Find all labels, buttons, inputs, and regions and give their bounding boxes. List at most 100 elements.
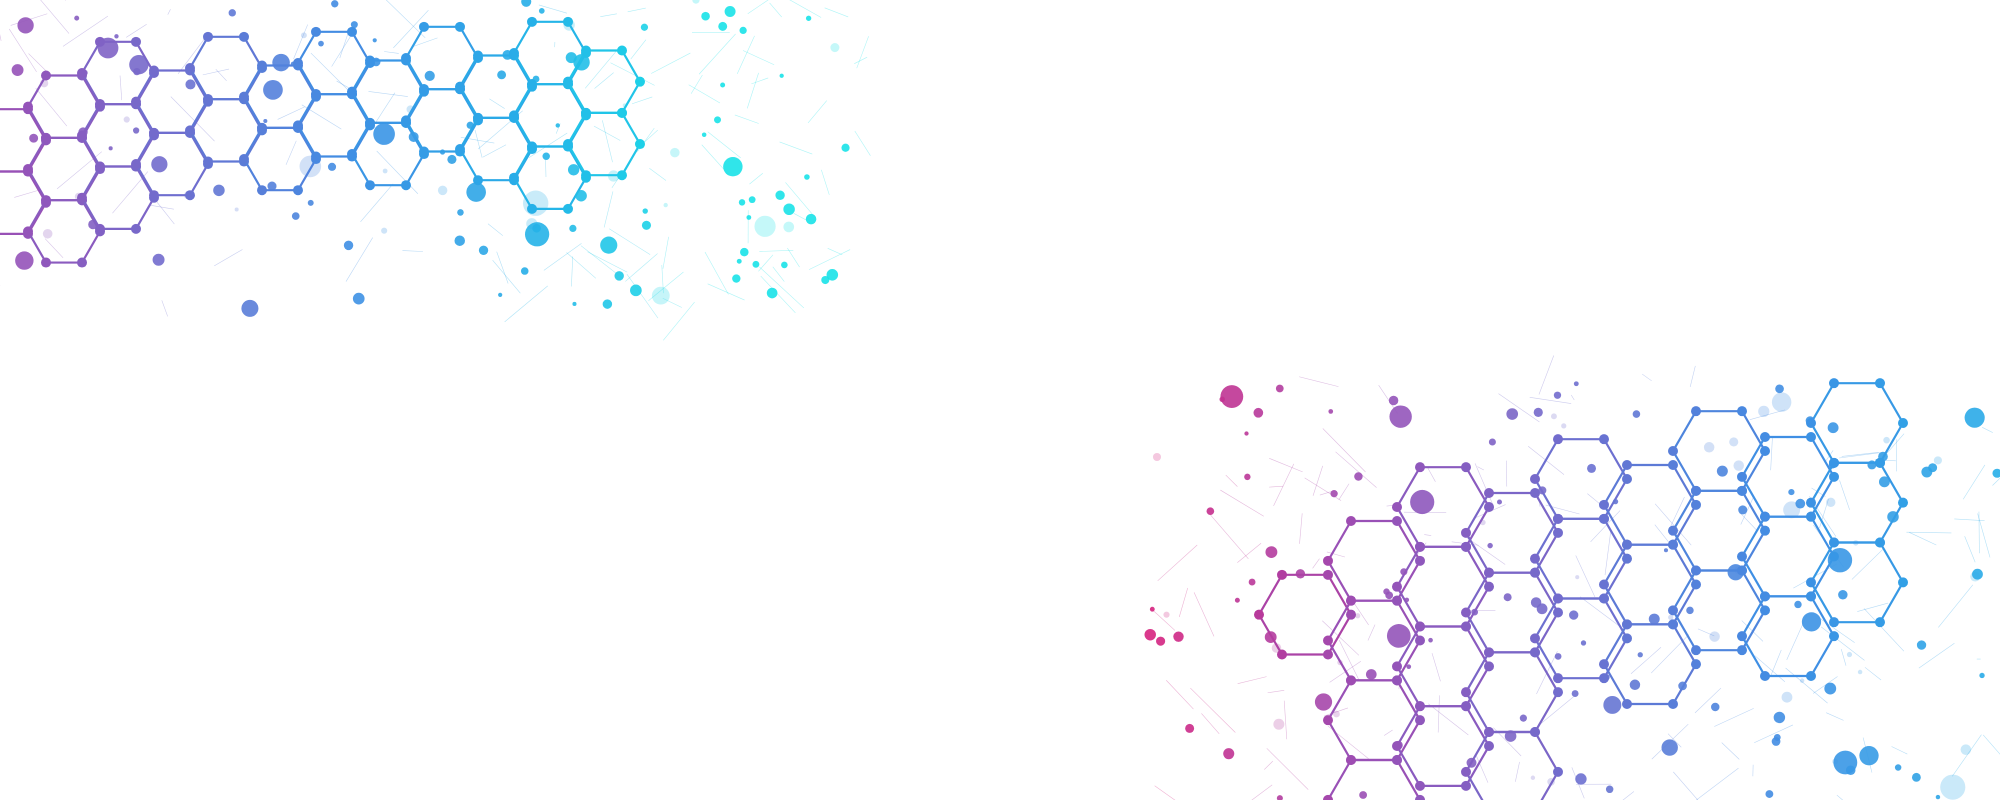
atom-small [185, 79, 196, 90]
connection-line [856, 36, 869, 69]
vertex-node [1484, 727, 1494, 738]
atom-small [1637, 652, 1643, 658]
atom-small [775, 190, 785, 200]
atom-small [1805, 416, 1815, 426]
vertex-node [563, 203, 573, 214]
atom-small [1328, 409, 1334, 414]
atom-small [1496, 499, 1502, 505]
atom-small [1933, 456, 1942, 465]
atom-small [841, 143, 850, 152]
atom-small [1733, 460, 1744, 471]
vertex-node [563, 16, 573, 27]
connection-line [1237, 676, 1267, 684]
vertex-node [41, 257, 51, 268]
vertex-node [1553, 673, 1563, 684]
vertex-node [1691, 659, 1701, 670]
atom-small [1799, 678, 1805, 683]
connection-line [1237, 543, 1262, 563]
connection-line [1570, 394, 1575, 401]
molecule-cluster-top-left [0, 0, 871, 341]
atom-small [1185, 723, 1195, 733]
atom-small [1404, 597, 1410, 603]
connection-line [747, 0, 769, 15]
vertex-node [1415, 462, 1425, 473]
connection-line [277, 106, 305, 120]
vertex-node [131, 159, 141, 170]
connection-line [385, 0, 426, 39]
atom-small [1471, 608, 1479, 616]
connection-line [1283, 700, 1288, 740]
connection-line [1839, 480, 1850, 511]
connection-line [1225, 474, 1238, 487]
vertex-node [1760, 591, 1770, 602]
atom-small [1773, 733, 1781, 741]
vertex-node [1484, 567, 1494, 578]
vertex-node [239, 91, 249, 102]
atom-small [1979, 672, 1985, 679]
vertex-node [185, 190, 195, 201]
connection-line [746, 72, 759, 109]
atom-small [804, 174, 810, 180]
atom-small [74, 15, 80, 21]
atom-large [299, 155, 322, 178]
hexagon-ring [1395, 466, 1491, 548]
connection-line [1836, 794, 1844, 800]
vertex-node [1737, 631, 1747, 642]
connection-line [571, 256, 574, 287]
connection-line [1630, 647, 1662, 674]
vertex-node [1461, 780, 1471, 791]
connection-line [1312, 558, 1320, 569]
hexagon-ring [1533, 517, 1629, 600]
atom-small [575, 190, 587, 202]
connection-line [651, 52, 691, 74]
atom-small [526, 218, 538, 230]
connection-line [1322, 620, 1360, 656]
connection-line [808, 249, 851, 270]
atom-small [1571, 690, 1579, 697]
atom-large [524, 222, 550, 247]
hexagon-ring [1602, 623, 1698, 706]
atom-small [381, 227, 388, 234]
atom-small [1394, 740, 1403, 750]
connection-line [751, 77, 769, 85]
vertex-node [293, 58, 303, 68]
vertex-node [1392, 502, 1402, 512]
connection-line [1575, 555, 1596, 598]
atom-small [1173, 631, 1184, 642]
vertex-node [23, 226, 33, 237]
vertex-node [1530, 567, 1540, 578]
connection-line [155, 200, 175, 225]
vertex-node [1898, 418, 1908, 428]
connection-line [1587, 493, 1601, 505]
vertex-node [1461, 701, 1471, 712]
vertex-node [1599, 434, 1609, 445]
atom-small [736, 258, 742, 264]
atom-small [267, 181, 277, 191]
atom-small [692, 0, 700, 4]
atom-small [1276, 795, 1283, 800]
vertex-node [95, 161, 105, 172]
vertex-node [401, 115, 411, 126]
connection-line [1190, 687, 1236, 733]
connection-line [630, 39, 647, 60]
connection-line [662, 297, 682, 308]
connection-line [1754, 724, 1794, 743]
connection-line [1964, 536, 1976, 563]
vertex-node [1553, 513, 1563, 524]
atom-small [1703, 442, 1715, 453]
connection-line [584, 47, 620, 89]
atom-large [15, 251, 34, 270]
vertex-node [455, 21, 465, 32]
atom-small [152, 253, 165, 266]
atom-small [1992, 468, 2000, 478]
atom-large [1727, 564, 1744, 581]
hexagon-ring [1326, 519, 1422, 602]
vertex-node [347, 26, 357, 37]
atom-small [1758, 405, 1770, 418]
vertex-node [1668, 605, 1678, 616]
vertex-node [1461, 462, 1471, 473]
atom-small [781, 261, 788, 269]
vertex-node [1553, 766, 1563, 777]
atom-small [1463, 465, 1470, 472]
connection-line [631, 96, 653, 105]
